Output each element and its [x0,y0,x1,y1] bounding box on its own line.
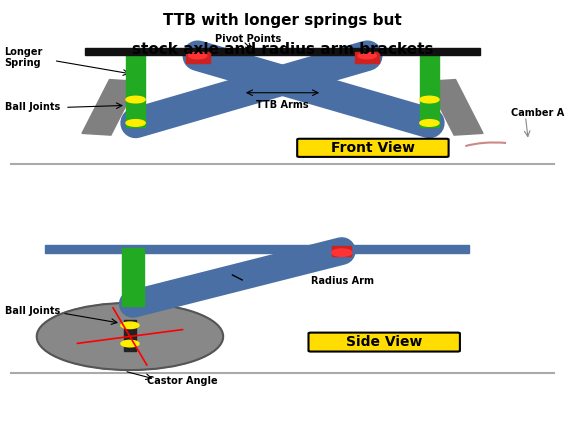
Text: Castor Angle: Castor Angle [147,376,218,386]
Circle shape [358,53,376,59]
Text: Longer
Spring: Longer Spring [5,47,43,68]
Bar [427,80,483,135]
Bar [332,246,351,256]
Bar [45,245,469,253]
Text: Ball Joints: Ball Joints [5,306,60,316]
Circle shape [189,53,207,59]
Bar [186,52,210,64]
Text: TTB Arms: TTB Arms [256,100,309,109]
Circle shape [37,303,223,370]
Text: Pivot Points: Pivot Points [215,34,281,44]
Circle shape [332,249,352,256]
Bar [122,248,144,306]
Circle shape [126,96,145,103]
Bar [85,48,480,55]
Text: TTB with longer springs but: TTB with longer springs but [163,13,402,28]
Bar [419,55,440,127]
Bar [124,320,136,351]
Text: Front View: Front View [331,141,415,155]
Text: Side View: Side View [346,335,423,349]
Circle shape [126,120,145,126]
Bar [82,80,138,135]
Bar [355,52,379,64]
Circle shape [420,120,439,126]
Circle shape [121,322,139,329]
FancyBboxPatch shape [308,332,460,351]
FancyBboxPatch shape [297,139,449,157]
Text: Radius Arm: Radius Arm [311,276,374,285]
Text: Ball Joints: Ball Joints [5,102,60,112]
Circle shape [121,340,139,347]
Circle shape [420,96,439,103]
Text: stock axle and radius arm brackets: stock axle and radius arm brackets [132,42,433,57]
Text: Camber Angle: Camber Angle [511,108,565,118]
Bar [125,55,146,127]
